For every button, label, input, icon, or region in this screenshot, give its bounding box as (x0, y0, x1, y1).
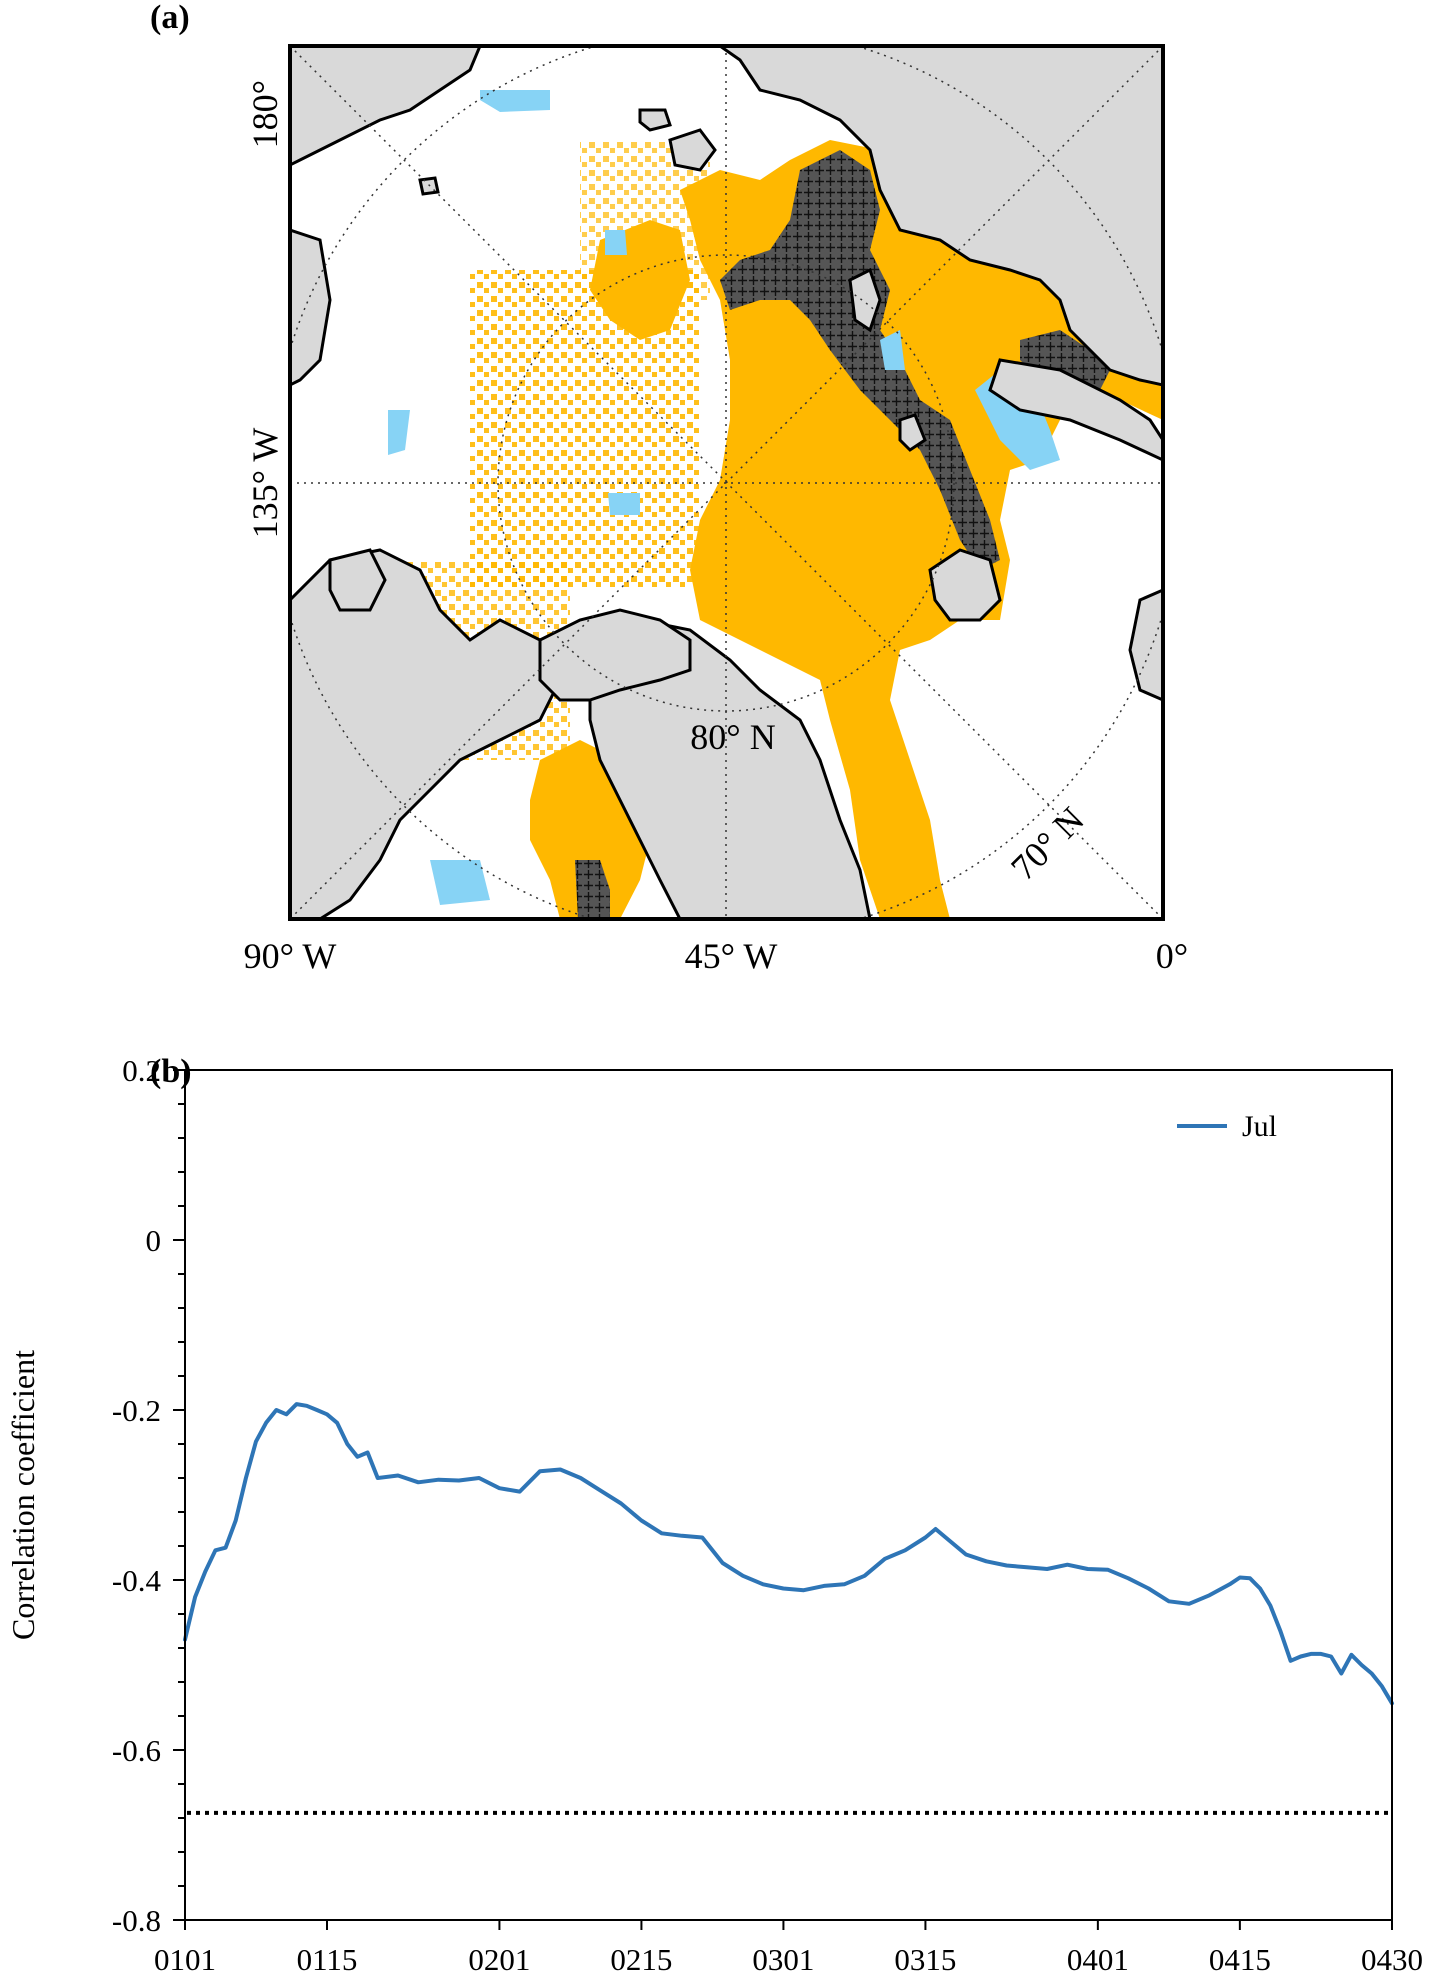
y-axis-ticks: -0.8 -0.6 -0.4 -0.2 0 0.2 (112, 1053, 185, 1938)
x-tick-label: 0415 (1209, 1942, 1271, 1977)
label-0: 0° (1156, 936, 1188, 976)
x-axis-ticks: 0101 0115 0201 0215 0301 0315 0401 0415 0430 (154, 1920, 1423, 1977)
label-45w: 45° W (685, 936, 778, 976)
negative-patch-6 (430, 860, 490, 905)
y-tick-label: -0.2 (112, 1393, 161, 1428)
line-chart: -0.8 -0.6 -0.4 -0.2 0 0.2 0101 0115 0201 0215 030… (5, 1053, 1423, 1977)
label-135w: 135° W (245, 428, 285, 539)
plot-frame (184, 1069, 1393, 1921)
negative-patch-7 (880, 330, 905, 370)
x-tick-label: 0115 (297, 1942, 358, 1977)
land-wrangel (668, 128, 717, 172)
land-canada-west (290, 228, 332, 387)
y-tick-label: -0.8 (112, 1903, 161, 1938)
y-tick-label: -0.6 (112, 1733, 161, 1768)
land-severnaya-zemlya (848, 267, 882, 333)
y-axis-title: Correlation coefficient (5, 1350, 41, 1640)
panel-a-label: (a) (150, 0, 190, 36)
legend-label-jul: Jul (1242, 1110, 1277, 1143)
land-alaska (290, 46, 482, 167)
x-tick-label: 0101 (154, 1942, 216, 1977)
label-80n: 80° N (690, 717, 775, 757)
land-siberia (717, 46, 1163, 387)
significant-hatched-region (720, 150, 1000, 570)
negative-patch-3 (608, 493, 640, 515)
x-tick-label: 0315 (894, 1942, 956, 1977)
land-greenland (588, 618, 872, 919)
y-tick-label: 0.2 (122, 1053, 161, 1088)
negative-patch-1 (480, 90, 550, 112)
label-90w: 90° W (244, 936, 337, 976)
map-frame (288, 44, 1165, 921)
land-novaya-zemlya (988, 358, 1163, 462)
x-tick-label: 0401 (1067, 1942, 1129, 1977)
y-tick-label: 0 (146, 1223, 162, 1258)
negative-patch-2 (605, 230, 627, 255)
x-tick-label: 0215 (610, 1942, 672, 1977)
land-ellesmere (538, 608, 692, 702)
significant-hatched-region-3 (575, 860, 610, 919)
y-tick-label: -0.4 (112, 1563, 162, 1598)
land-archipelago (290, 548, 562, 919)
legend: Jul (1177, 1110, 1277, 1143)
land-banks-island (328, 548, 387, 612)
land-new-siberian-islands (638, 108, 672, 132)
x-tick-label: 0201 (468, 1942, 530, 1977)
x-tick-label: 0430 (1361, 1942, 1423, 1977)
graticule (290, 46, 1163, 919)
series-line-jul (183, 1402, 1394, 1706)
meridian-diag-2 (290, 46, 1163, 919)
x-tick-label: 0301 (752, 1942, 814, 1977)
negative-patch-4 (388, 410, 410, 455)
land-scandinavia (1128, 588, 1163, 702)
polar-map (290, 46, 1163, 919)
land-svalbard (928, 548, 1002, 622)
label-180: 180° (245, 80, 285, 148)
land-small-island-2 (898, 413, 927, 452)
